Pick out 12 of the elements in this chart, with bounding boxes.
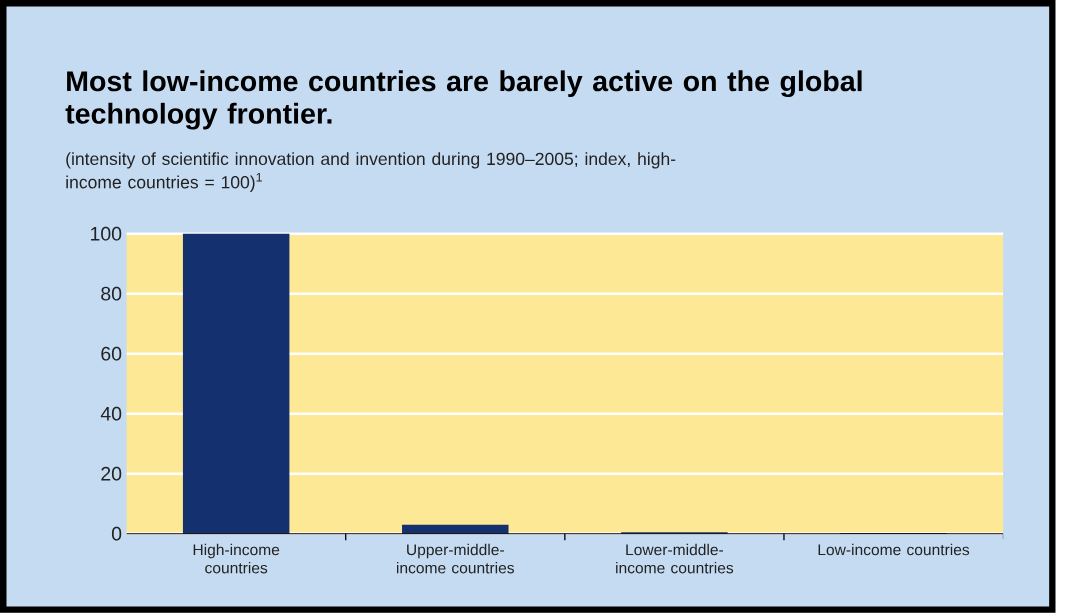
chart-title: Most low-income countries are barely active on the global technology frontier. bbox=[65, 70, 862, 130]
y-tick-label: 80 bbox=[101, 286, 122, 301]
chart-subtitle: (intensity of scientific innovation and invention during 1990–2005; index, high-income countries = 100)$^{1}$ bbox=[66, 152, 676, 192]
x-tick-label: Low-income countries bbox=[818, 543, 970, 556]
y-tick-label: 20 bbox=[101, 466, 122, 481]
y-tick-label: 0 bbox=[111, 526, 122, 541]
x-tick-label: Upper-middle-income countries bbox=[397, 543, 515, 574]
x-tick-label: Lower-middle-income countries bbox=[616, 543, 734, 574]
y-tick-label: 60 bbox=[101, 346, 122, 361]
x-tick-label: High-income countries bbox=[193, 543, 280, 574]
y-tick-label: 40 bbox=[100, 406, 122, 421]
y-tick-label: 100 bbox=[91, 226, 122, 241]
